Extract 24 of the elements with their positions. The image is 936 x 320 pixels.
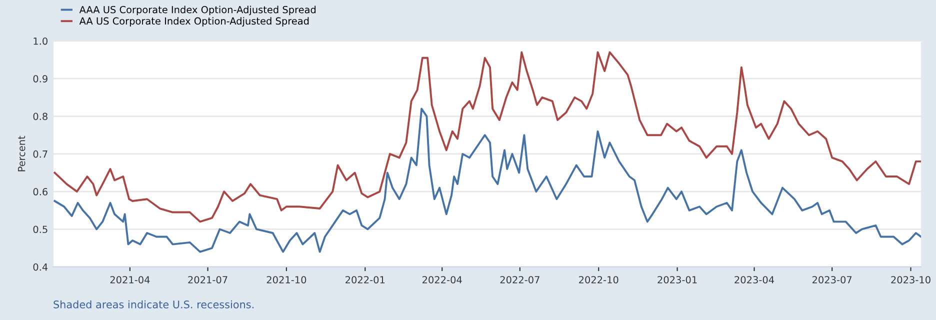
x-tick-label: 2022-01 [346, 276, 385, 284]
x-tick-label: 2023-10 [891, 276, 930, 284]
x-tick-label: 2022-10 [579, 276, 618, 284]
line-series [54, 108, 922, 253]
y-axis-title: Percent [18, 136, 26, 172]
y-tick-label: 0.6 [33, 188, 48, 196]
x-tick-label: 2021-04 [110, 276, 150, 284]
text: Shaded areas indicate U.S. recessions. [54, 300, 254, 308]
x-tick-label: 2023-07 [812, 276, 852, 284]
y-tick-label: 0.5 [33, 226, 48, 234]
y-tick-label: 0.8 [33, 112, 48, 120]
y-tick-label: 0.4 [33, 263, 48, 271]
x-tick-label: 2022-07 [500, 276, 540, 284]
x-tick-label: 2023-01 [658, 276, 697, 284]
legend-label: AA US Corporate Index Option-Adjusted Spread [79, 17, 309, 27]
y-tick-label: 0.9 [33, 75, 48, 82]
x-tick-label: 2023-04 [734, 276, 774, 284]
legend-label: AAA US Corporate Index Option-Adjusted Spread [79, 6, 316, 16]
line-series [54, 51, 922, 223]
x-tick-label: 2021-07 [188, 276, 228, 284]
y-tick-label: 1.0 [34, 37, 48, 45]
x-tick-label: 2022-04 [422, 276, 462, 284]
y-tick-label: 0.7 [33, 150, 48, 158]
x-tick-label: 2021-10 [266, 276, 306, 284]
